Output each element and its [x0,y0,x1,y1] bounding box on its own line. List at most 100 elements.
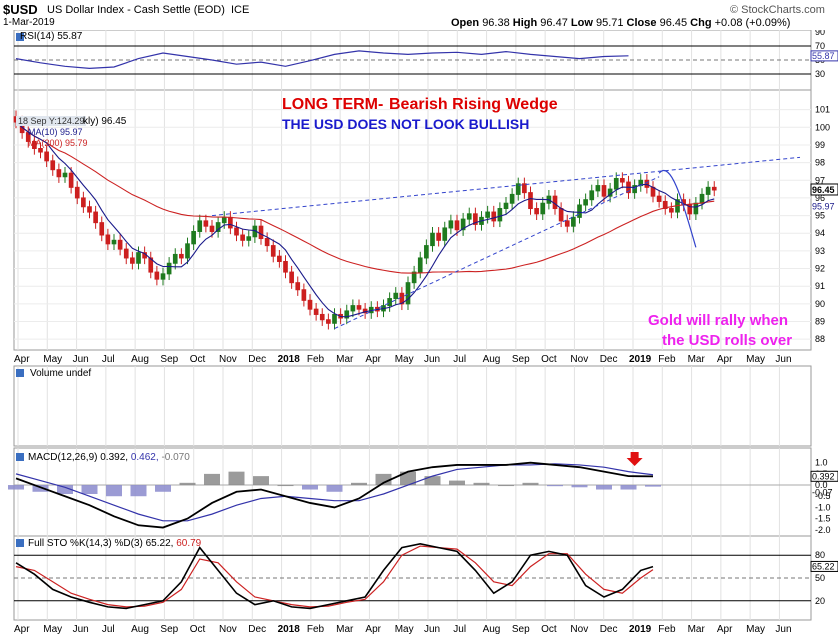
macd-histogram-bar [302,485,318,490]
x-tick-label: 2018 [278,354,301,365]
candle-body [74,186,80,199]
x-tick-label: Sep [160,354,178,365]
candle-body [460,218,466,231]
x-tick-label: Aug [131,354,149,365]
panel-menu-icon [16,369,24,377]
macd-legend-hist: -0.070 [161,452,190,463]
x-tick-label: Jul [102,624,115,635]
candle-body [564,220,570,227]
ma10-line [15,121,715,318]
candle-body [699,193,705,204]
macd-histogram-bar [130,485,147,497]
x-tick-label: Apr [14,354,30,365]
candle-body [197,220,203,232]
candle-body [87,206,92,213]
chart-date: 1-Mar-2019 [3,17,55,28]
x-tick-label: May [746,624,765,635]
x-tick-label: Jun [73,624,89,635]
volume-panel [13,365,812,447]
candle-body [215,222,221,232]
price-value-label: 96.45 [812,185,835,195]
instrument-name: US Dollar Index - Cash Settle (EOD) [47,4,225,16]
x-tick-label: Feb [307,624,325,635]
macd-legend-main: MACD(12,26,9) 0.392, [28,452,129,463]
x-tick-label: Dec [248,624,266,635]
candle-body [99,222,105,236]
macd-histogram-bar [522,482,539,486]
x-tick-label: Nov [219,624,237,635]
candle-body [399,292,405,305]
candle-body [319,313,325,321]
price-tick-label: 94 [815,228,825,238]
ma10-legend: MA(10) 95.97 [28,127,83,137]
macd-histogram-bar [204,473,220,486]
price-tick-label: 88 [815,334,825,344]
candle-body [332,313,337,324]
panel-menu-icon [16,33,24,41]
macd-histogram-bar [424,476,441,486]
candle-body [424,245,429,259]
macd-hist-value-label: -0.07 [812,488,833,498]
stochastic-legend: Full STO %K(14,3) %D(3) 65.22, 60.79 [28,538,201,549]
macd-line [15,461,654,529]
candle-body [540,202,546,215]
macd-histogram-bar [498,485,514,487]
price-tick-label: 95 [815,211,825,221]
x-tick-label: May [746,354,765,365]
candle-body [264,238,270,247]
candle-body [669,208,674,213]
macd-value-label: 0.392 [812,471,835,481]
x-tick-label: Oct [541,354,557,365]
candle-body [589,190,595,201]
rsi-tick-label: 30 [815,69,825,79]
candle-body [344,310,350,319]
x-tick-label: Nov [570,624,588,635]
macd-histogram-bar [620,485,637,490]
candle-body [105,234,111,245]
candle-body [221,216,227,224]
price-tick-label: 92 [815,264,825,274]
macd-histogram-bar [473,482,490,486]
macd-histogram-bar [277,485,294,487]
candle-body [711,186,717,191]
rsi-value-tag [810,50,838,62]
x-tick-label: 2019 [629,354,652,365]
rsi-panel [13,29,812,91]
x-tick-label: Mar [688,354,706,365]
macd-histogram-bar [155,485,171,492]
price-tick-label: 100 [815,122,830,132]
x-tick-label: May [395,354,414,365]
x-tick-label: Feb [658,354,676,365]
high-label: High [512,17,538,29]
candle-body [154,271,160,280]
macd-tick-label: -1.5 [815,514,831,524]
chart-header: $USD US Dollar Index - Cash Settle (EOD)… [0,0,838,30]
candle-body [32,140,37,149]
volume-legend: Volume undef [30,368,92,379]
close-label: Close [626,17,657,29]
macd-histogram-bar [32,485,49,492]
price-tick-label: 101 [815,105,830,115]
candle-body [228,216,233,229]
candle-body [650,186,656,197]
price-tick-label: 97 [815,175,825,185]
x-tick-label: Mar [336,624,354,635]
candle-body [209,225,215,232]
projection-curve [658,170,697,248]
candle-body [123,248,129,259]
x-tick-label: Apr [14,624,30,635]
stochastic-tick-label: 80 [815,550,825,560]
candle-body [93,211,98,224]
x-tick-label: Aug [483,624,501,635]
macd-tick-label: 1.0 [815,458,828,468]
candle-body [307,299,313,310]
price-tick-label: 89 [815,317,825,327]
down-arrow-icon [626,452,643,466]
candle-body [583,199,588,206]
wedge-lower-line [334,176,660,330]
candle-body [289,271,294,284]
x-tick-label: Jul [102,354,115,365]
price-tick-label: 90 [815,299,825,309]
x-tick-label: Nov [219,354,237,365]
candle-body [203,220,209,227]
